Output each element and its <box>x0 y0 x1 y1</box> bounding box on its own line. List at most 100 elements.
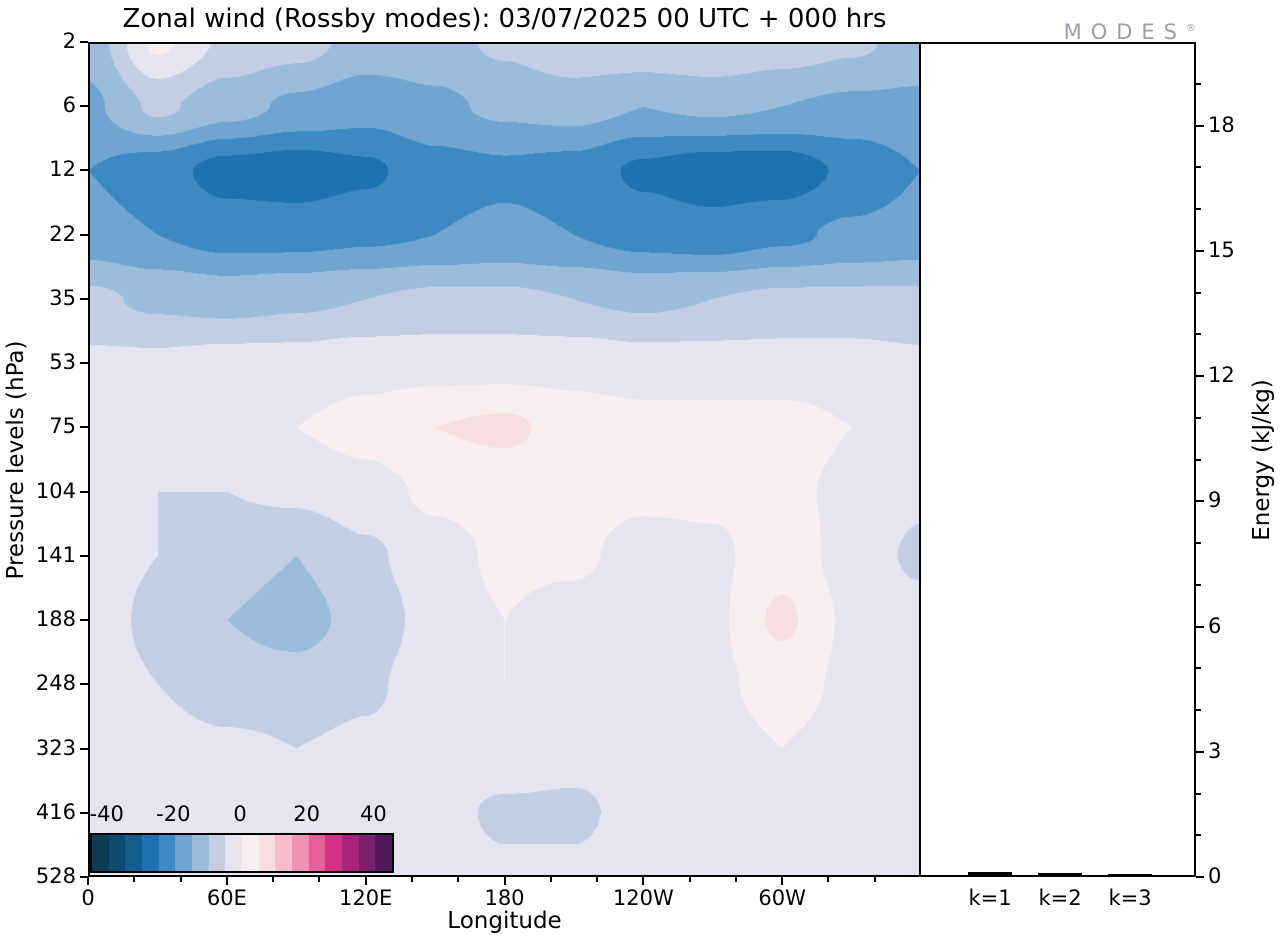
pressure-tick-label: 104 <box>35 478 76 503</box>
longitude-tick-label: 120E <box>338 886 393 910</box>
pressure-tick <box>80 105 88 108</box>
energy-axis-label: Energy (kJ/kg) <box>1249 379 1275 541</box>
energy-tick <box>1196 500 1204 503</box>
pressure-tick-label: 53 <box>49 350 76 375</box>
pressure-tick-label: 248 <box>35 671 76 696</box>
pressure-tick <box>80 554 88 557</box>
longitude-tick-label: 60E <box>206 886 247 910</box>
pressure-tick-label: 416 <box>35 799 76 824</box>
energy-bar-3 <box>1108 874 1152 875</box>
pressure-tick-label: 323 <box>35 735 76 760</box>
colorbar <box>90 833 394 873</box>
colorbar-tick-label: 40 <box>359 802 387 826</box>
page-title: Zonal wind (Rossby modes): 03/07/2025 00… <box>122 4 887 34</box>
longitude-tick-label: 60W <box>758 886 806 910</box>
colorbar-segment <box>192 835 209 871</box>
pressure-tick <box>80 297 88 300</box>
longitude-minor-tick <box>549 877 552 882</box>
pressure-tick-label: 141 <box>35 542 76 567</box>
longitude-minor-tick <box>457 877 460 882</box>
energy-minor-tick <box>1196 834 1201 837</box>
pressure-tick <box>80 426 88 429</box>
pressure-tick <box>80 362 88 365</box>
energy-tick <box>1196 750 1204 753</box>
modes-logo: MODES® <box>1064 20 1196 44</box>
pressure-tick-label: 75 <box>49 414 76 439</box>
energy-tick-label: 15 <box>1208 237 1235 262</box>
colorbar-segment <box>208 835 226 871</box>
longitude-tick-label: 120W <box>612 886 674 910</box>
colorbar-segment <box>125 835 143 871</box>
energy-tick <box>1196 249 1204 252</box>
bar-label-3: k=3 <box>1108 886 1152 910</box>
pressure-tick <box>80 619 88 622</box>
longitude-tick <box>503 877 506 885</box>
longitude-tick-label: 180 <box>484 886 525 910</box>
energy-tick-label: 6 <box>1208 613 1222 638</box>
pressure-tick <box>80 41 88 43</box>
pressure-tick <box>80 876 88 878</box>
energy-tick-label: 12 <box>1208 363 1235 387</box>
colorbar-segment <box>375 835 393 871</box>
pressure-tick-label: 2 <box>62 29 76 53</box>
energy-tick <box>1196 124 1204 127</box>
longitude-axis-label: Longitude <box>447 908 562 934</box>
modes-logo-text: MODES <box>1063 20 1186 44</box>
longitude-minor-tick <box>133 877 136 882</box>
bar-label-1: k=1 <box>968 886 1012 910</box>
longitude-minor-tick <box>272 877 275 882</box>
pressure-tick <box>80 683 88 686</box>
registered-mark-icon: ® <box>1186 23 1196 34</box>
pressure-tick-label: 188 <box>35 607 76 632</box>
bar-label-2: k=2 <box>1038 886 1082 910</box>
colorbar-tick-label: 0 <box>233 802 247 826</box>
longitude-tick-label: 0 <box>81 886 95 910</box>
pressure-tick-label: 6 <box>62 93 76 118</box>
energy-minor-tick <box>1196 792 1201 795</box>
energy-minor-tick <box>1196 416 1201 419</box>
colorbar-tick-label: -40 <box>89 802 124 826</box>
colorbar-segment <box>175 835 193 871</box>
colorbar-segment <box>225 835 243 871</box>
energy-bar-1 <box>968 872 1012 875</box>
longitude-minor-tick <box>688 877 691 882</box>
colorbar-tick-label: -20 <box>156 802 191 826</box>
energy-panel <box>921 42 1196 877</box>
longitude-minor-tick <box>410 877 413 882</box>
longitude-minor-tick <box>734 877 737 882</box>
colorbar-segment <box>258 835 276 871</box>
colorbar-segment <box>158 835 176 871</box>
pressure-tick-label: 528 <box>35 864 76 888</box>
energy-minor-tick <box>1196 583 1201 586</box>
energy-minor-tick <box>1196 82 1201 85</box>
colorbar-segment <box>325 835 343 871</box>
energy-minor-tick <box>1196 333 1201 336</box>
energy-bar-2 <box>1038 873 1082 875</box>
colorbar-segment <box>358 835 376 871</box>
energy-minor-tick <box>1196 291 1201 294</box>
energy-minor-tick <box>1196 667 1201 670</box>
longitude-tick <box>87 877 89 885</box>
colorbar-segment <box>92 835 109 871</box>
pressure-tick-label: 22 <box>49 221 76 246</box>
energy-tick-label: 3 <box>1208 738 1222 763</box>
energy-minor-tick <box>1196 166 1201 169</box>
longitude-minor-tick <box>179 877 182 882</box>
pressure-tick-label: 35 <box>49 285 76 310</box>
colorbar-tick-label: 20 <box>293 802 321 826</box>
energy-minor-tick <box>1196 709 1201 711</box>
pressure-tick <box>80 490 88 493</box>
colorbar-segment <box>142 835 159 871</box>
colorbar-segment <box>242 835 259 871</box>
energy-minor-tick <box>1196 458 1201 461</box>
longitude-tick <box>364 877 367 885</box>
energy-tick <box>1196 625 1204 628</box>
longitude-tick <box>781 877 784 885</box>
longitude-tick <box>642 877 645 885</box>
pressure-tick <box>80 233 88 236</box>
energy-tick <box>1196 876 1204 878</box>
longitude-minor-tick <box>873 877 876 882</box>
longitude-tick <box>225 877 228 885</box>
energy-minor-tick <box>1196 208 1201 210</box>
longitude-minor-tick <box>318 877 321 882</box>
